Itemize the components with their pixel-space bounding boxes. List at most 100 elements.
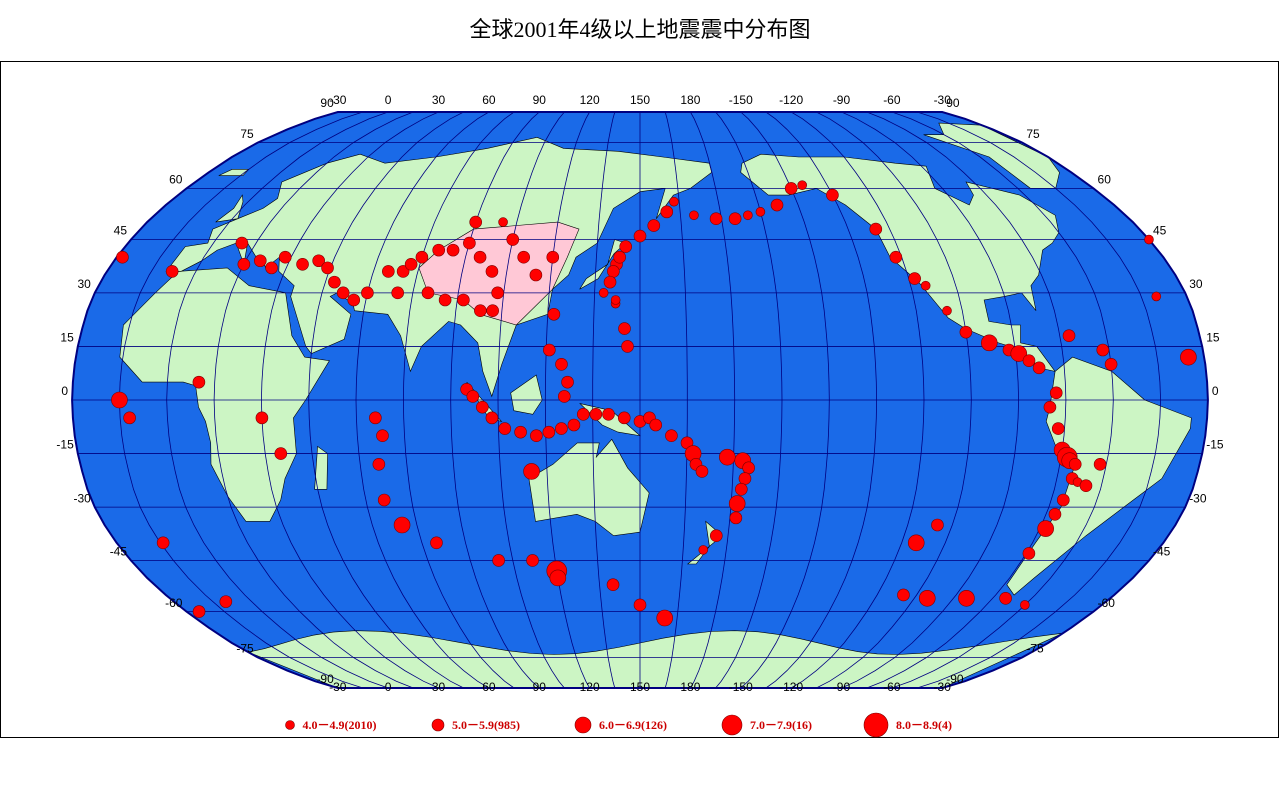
earthquake — [1062, 329, 1076, 343]
earthquake — [561, 375, 574, 389]
legend-label: 8.0－8.9(4) — [896, 718, 952, 732]
longitude-label: -60 — [883, 93, 901, 107]
earthquake — [918, 589, 936, 607]
legend-label: 6.0－6.9(126) — [599, 718, 667, 732]
earthquake — [621, 340, 634, 353]
longitude-label: 90 — [533, 680, 547, 694]
legend-label: 7.0－7.9(16) — [750, 718, 812, 732]
earthquake — [598, 288, 609, 298]
earthquake — [546, 250, 560, 264]
earthquake — [498, 217, 508, 227]
earthquake — [728, 212, 742, 225]
earthquake — [347, 293, 361, 307]
longitude-label: 30 — [432, 93, 446, 107]
earthquake — [602, 407, 615, 421]
earthquake — [547, 307, 561, 321]
earthquake — [755, 207, 766, 217]
earthquake — [1144, 234, 1154, 245]
legend-label: 4.0－4.9(2010) — [303, 718, 377, 732]
earthquake — [529, 268, 543, 282]
earthquake — [613, 250, 626, 264]
earthquake — [526, 554, 539, 567]
legend-swatch — [431, 718, 445, 732]
longitude-label: 60 — [482, 680, 496, 694]
earthquake — [523, 463, 540, 480]
longitude-label: 90 — [533, 93, 547, 107]
earthquake — [156, 536, 170, 550]
earthquake — [660, 205, 674, 219]
earthquake — [920, 280, 931, 291]
earthquake — [633, 229, 647, 243]
earthquake — [543, 343, 556, 357]
earthquake — [656, 609, 674, 627]
earthquake — [647, 219, 661, 232]
earthquake — [265, 261, 278, 275]
latitude-label: 15 — [1206, 331, 1220, 345]
earthquake — [372, 457, 386, 471]
earthquake — [328, 275, 341, 289]
earthquake — [797, 180, 807, 190]
earthquake — [421, 286, 435, 300]
latitude-label: 75 — [1026, 127, 1040, 141]
earthquake — [709, 212, 723, 225]
earthquake — [826, 188, 839, 202]
latitude-label: 15 — [60, 331, 74, 345]
longitude-label: 150 — [630, 93, 650, 107]
longitude-label: 180 — [680, 93, 700, 107]
earthquake — [738, 472, 752, 485]
earthquake — [474, 304, 487, 318]
earthquake — [391, 286, 404, 300]
earthquake — [498, 422, 512, 435]
earthquake — [235, 236, 249, 250]
latitude-label: 75 — [240, 127, 254, 141]
earthquake — [649, 418, 663, 432]
earthquake — [999, 591, 1012, 605]
earthquake — [784, 182, 798, 195]
longitude-label: -120 — [779, 680, 803, 694]
latitude-label: -45 — [1153, 545, 1171, 559]
earthquake — [1032, 361, 1046, 375]
earthquake — [619, 240, 633, 253]
earthquake — [219, 595, 233, 608]
legend-swatch — [721, 714, 743, 736]
latitude-label: 30 — [1189, 277, 1203, 291]
latitude-label: 45 — [114, 224, 128, 238]
earthquake — [165, 265, 179, 278]
earthquake — [607, 265, 620, 278]
earthquake — [606, 578, 620, 592]
earthquake — [485, 265, 499, 278]
earthquake — [1043, 400, 1057, 414]
latitude-label: 60 — [169, 173, 183, 187]
earthquake — [393, 516, 411, 534]
longitude-label: 120 — [580, 680, 600, 694]
earthquake — [1104, 357, 1118, 371]
earthquake — [742, 461, 755, 475]
earthquake — [253, 254, 267, 268]
earthquake — [274, 447, 288, 460]
latitude-label: -60 — [165, 596, 183, 610]
earthquake — [1180, 348, 1197, 366]
latitude-label: -90 — [316, 672, 334, 686]
earthquake — [869, 222, 883, 236]
longitude-label: -30 — [329, 680, 347, 694]
longitude-label: -90 — [833, 680, 851, 694]
longitude-label: -30 — [934, 680, 952, 694]
earthquake — [743, 210, 753, 221]
earthquake — [555, 422, 568, 435]
earthquake — [382, 265, 395, 278]
earthquake — [770, 198, 784, 212]
earthquake — [446, 243, 460, 257]
earthquake — [369, 411, 382, 425]
latitude-label: -75 — [236, 642, 254, 656]
earthquake — [1079, 479, 1093, 493]
earthquake — [931, 518, 944, 532]
map-outline — [71, 111, 1209, 689]
earthquake — [1151, 291, 1162, 302]
earthquake — [542, 425, 556, 439]
earthquake — [466, 390, 480, 403]
earthquake — [278, 250, 292, 264]
earthquake — [463, 236, 476, 250]
longitude-label: -90 — [833, 93, 851, 107]
latitude-label: -75 — [1026, 642, 1044, 656]
